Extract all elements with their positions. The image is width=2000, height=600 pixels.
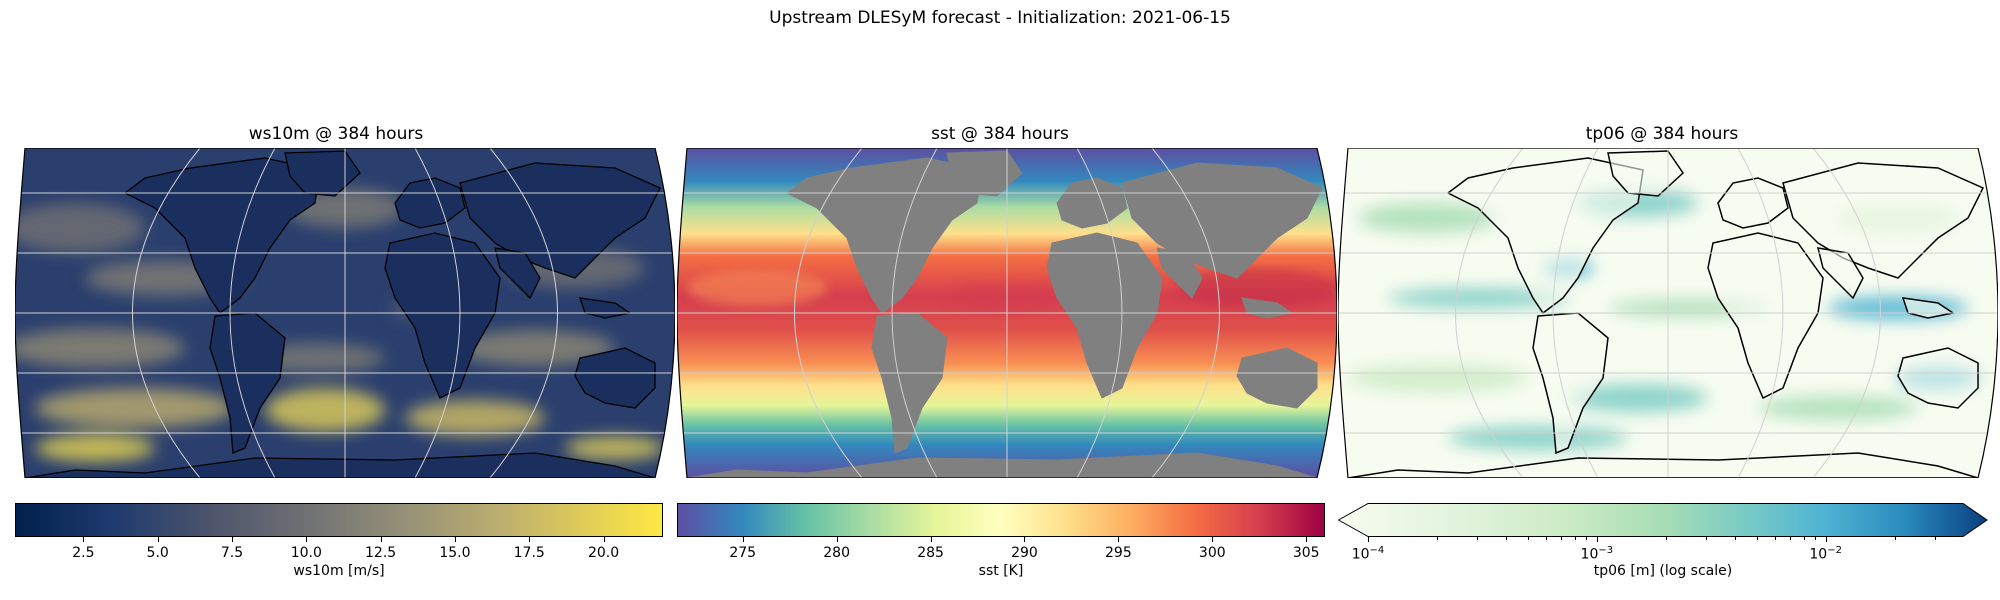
colorbar-tick-label: 5.0 xyxy=(146,545,169,561)
colorbar-minor-tick xyxy=(1815,537,1817,540)
colorbar-tick-mark xyxy=(157,537,159,542)
map-sst xyxy=(677,148,1337,478)
colorbar-tick-label: 295 xyxy=(1105,545,1132,561)
colorbar-minor-tick xyxy=(1436,537,1438,540)
colorbar-minor-tick xyxy=(1586,537,1588,540)
colorbar-tick-mark xyxy=(1368,537,1369,542)
colorbar-minor-tick xyxy=(1894,537,1896,540)
colorbar-minor-tick xyxy=(1505,537,1507,540)
colorbar-minor-tick xyxy=(1574,537,1576,540)
colorbar-minor-tick xyxy=(1934,537,1936,540)
colorbar-tick-mark xyxy=(231,537,233,542)
colorbar-tick-mark xyxy=(836,537,838,542)
colorbar-tp06 xyxy=(1338,503,1988,537)
colorbar-tick-label: 275 xyxy=(729,545,757,561)
colorbar-tick-label: 285 xyxy=(917,545,944,561)
colorbar-label-sst: sst [K] xyxy=(978,563,1024,579)
colorbar-minor-tick xyxy=(1477,537,1479,540)
colorbar-tick-mark xyxy=(83,537,85,542)
colorbar-tick-label: 280 xyxy=(823,545,851,561)
colorbar-minor-tick xyxy=(1665,537,1667,540)
colorbar-tick-label: 10.0 xyxy=(290,545,322,561)
colorbar-tick-label: 7.5 xyxy=(220,545,244,561)
colorbar-tick-mark xyxy=(454,537,456,542)
colorbar-minor-tick xyxy=(1734,537,1736,540)
colorbar-tick-label: 305 xyxy=(1292,545,1320,561)
colorbar-tick-mark xyxy=(1825,537,1827,542)
colorbar-tick-mark xyxy=(1118,537,1120,542)
colorbar-tick-mark xyxy=(380,537,382,542)
map-tp06 xyxy=(1338,148,1998,478)
map-ws10m xyxy=(15,148,675,478)
colorbar-tick-label: 17.5 xyxy=(513,545,545,561)
colorbar-tick-mark xyxy=(1306,537,1308,542)
colorbar-label-ws10m: ws10m [m/s] xyxy=(293,563,385,579)
colorbar-minor-tick xyxy=(1803,537,1805,540)
colorbar-tick-mark xyxy=(603,537,605,542)
colorbar-tick-mark xyxy=(1596,537,1598,542)
colorbar-tick-mark xyxy=(1024,537,1026,542)
colorbar-minor-tick xyxy=(1706,537,1708,540)
colorbar-minor-tick xyxy=(1774,537,1776,540)
colorbar-tick-label: 10−3 xyxy=(1580,545,1614,563)
panel-title-sst: sst @ 384 hours xyxy=(931,124,1069,144)
panel-title-ws10m: ws10m @ 384 hours xyxy=(248,124,424,144)
colorbar-tick-label: 20.0 xyxy=(587,545,620,561)
colorbar-tick-mark xyxy=(306,537,308,542)
figure-title: Upstream DLESyM forecast - Initializatio… xyxy=(769,8,1231,28)
colorbar-tick-mark xyxy=(742,537,744,542)
colorbar-tick-mark xyxy=(529,537,531,542)
colorbar-label-tp06: tp06 [m] (log scale) xyxy=(1593,563,1733,579)
colorbar-tick-label: 10−2 xyxy=(1809,545,1842,563)
panel-title-tp06: tp06 @ 384 hours xyxy=(1585,124,1739,144)
colorbar-tick-label: 2.5 xyxy=(72,545,95,561)
colorbar-minor-tick xyxy=(1546,537,1548,540)
colorbar-tick-label: 15.0 xyxy=(439,545,471,561)
colorbar-tick-label: 12.5 xyxy=(365,545,397,561)
colorbar-tick-label: 10−4 xyxy=(1351,545,1385,563)
colorbar-tick-mark xyxy=(1212,537,1214,542)
colorbar-minor-tick xyxy=(1527,537,1529,540)
colorbar-tick-label: 300 xyxy=(1198,545,1226,561)
colorbar-minor-tick xyxy=(1561,537,1563,540)
colorbar-minor-tick xyxy=(1756,537,1758,540)
colorbar-sst xyxy=(677,503,1325,537)
colorbar-tick-label: 290 xyxy=(1011,545,1038,561)
colorbar-ws10m xyxy=(15,503,663,537)
colorbar-tick-mark xyxy=(930,537,932,542)
colorbar-minor-tick xyxy=(1790,537,1792,540)
